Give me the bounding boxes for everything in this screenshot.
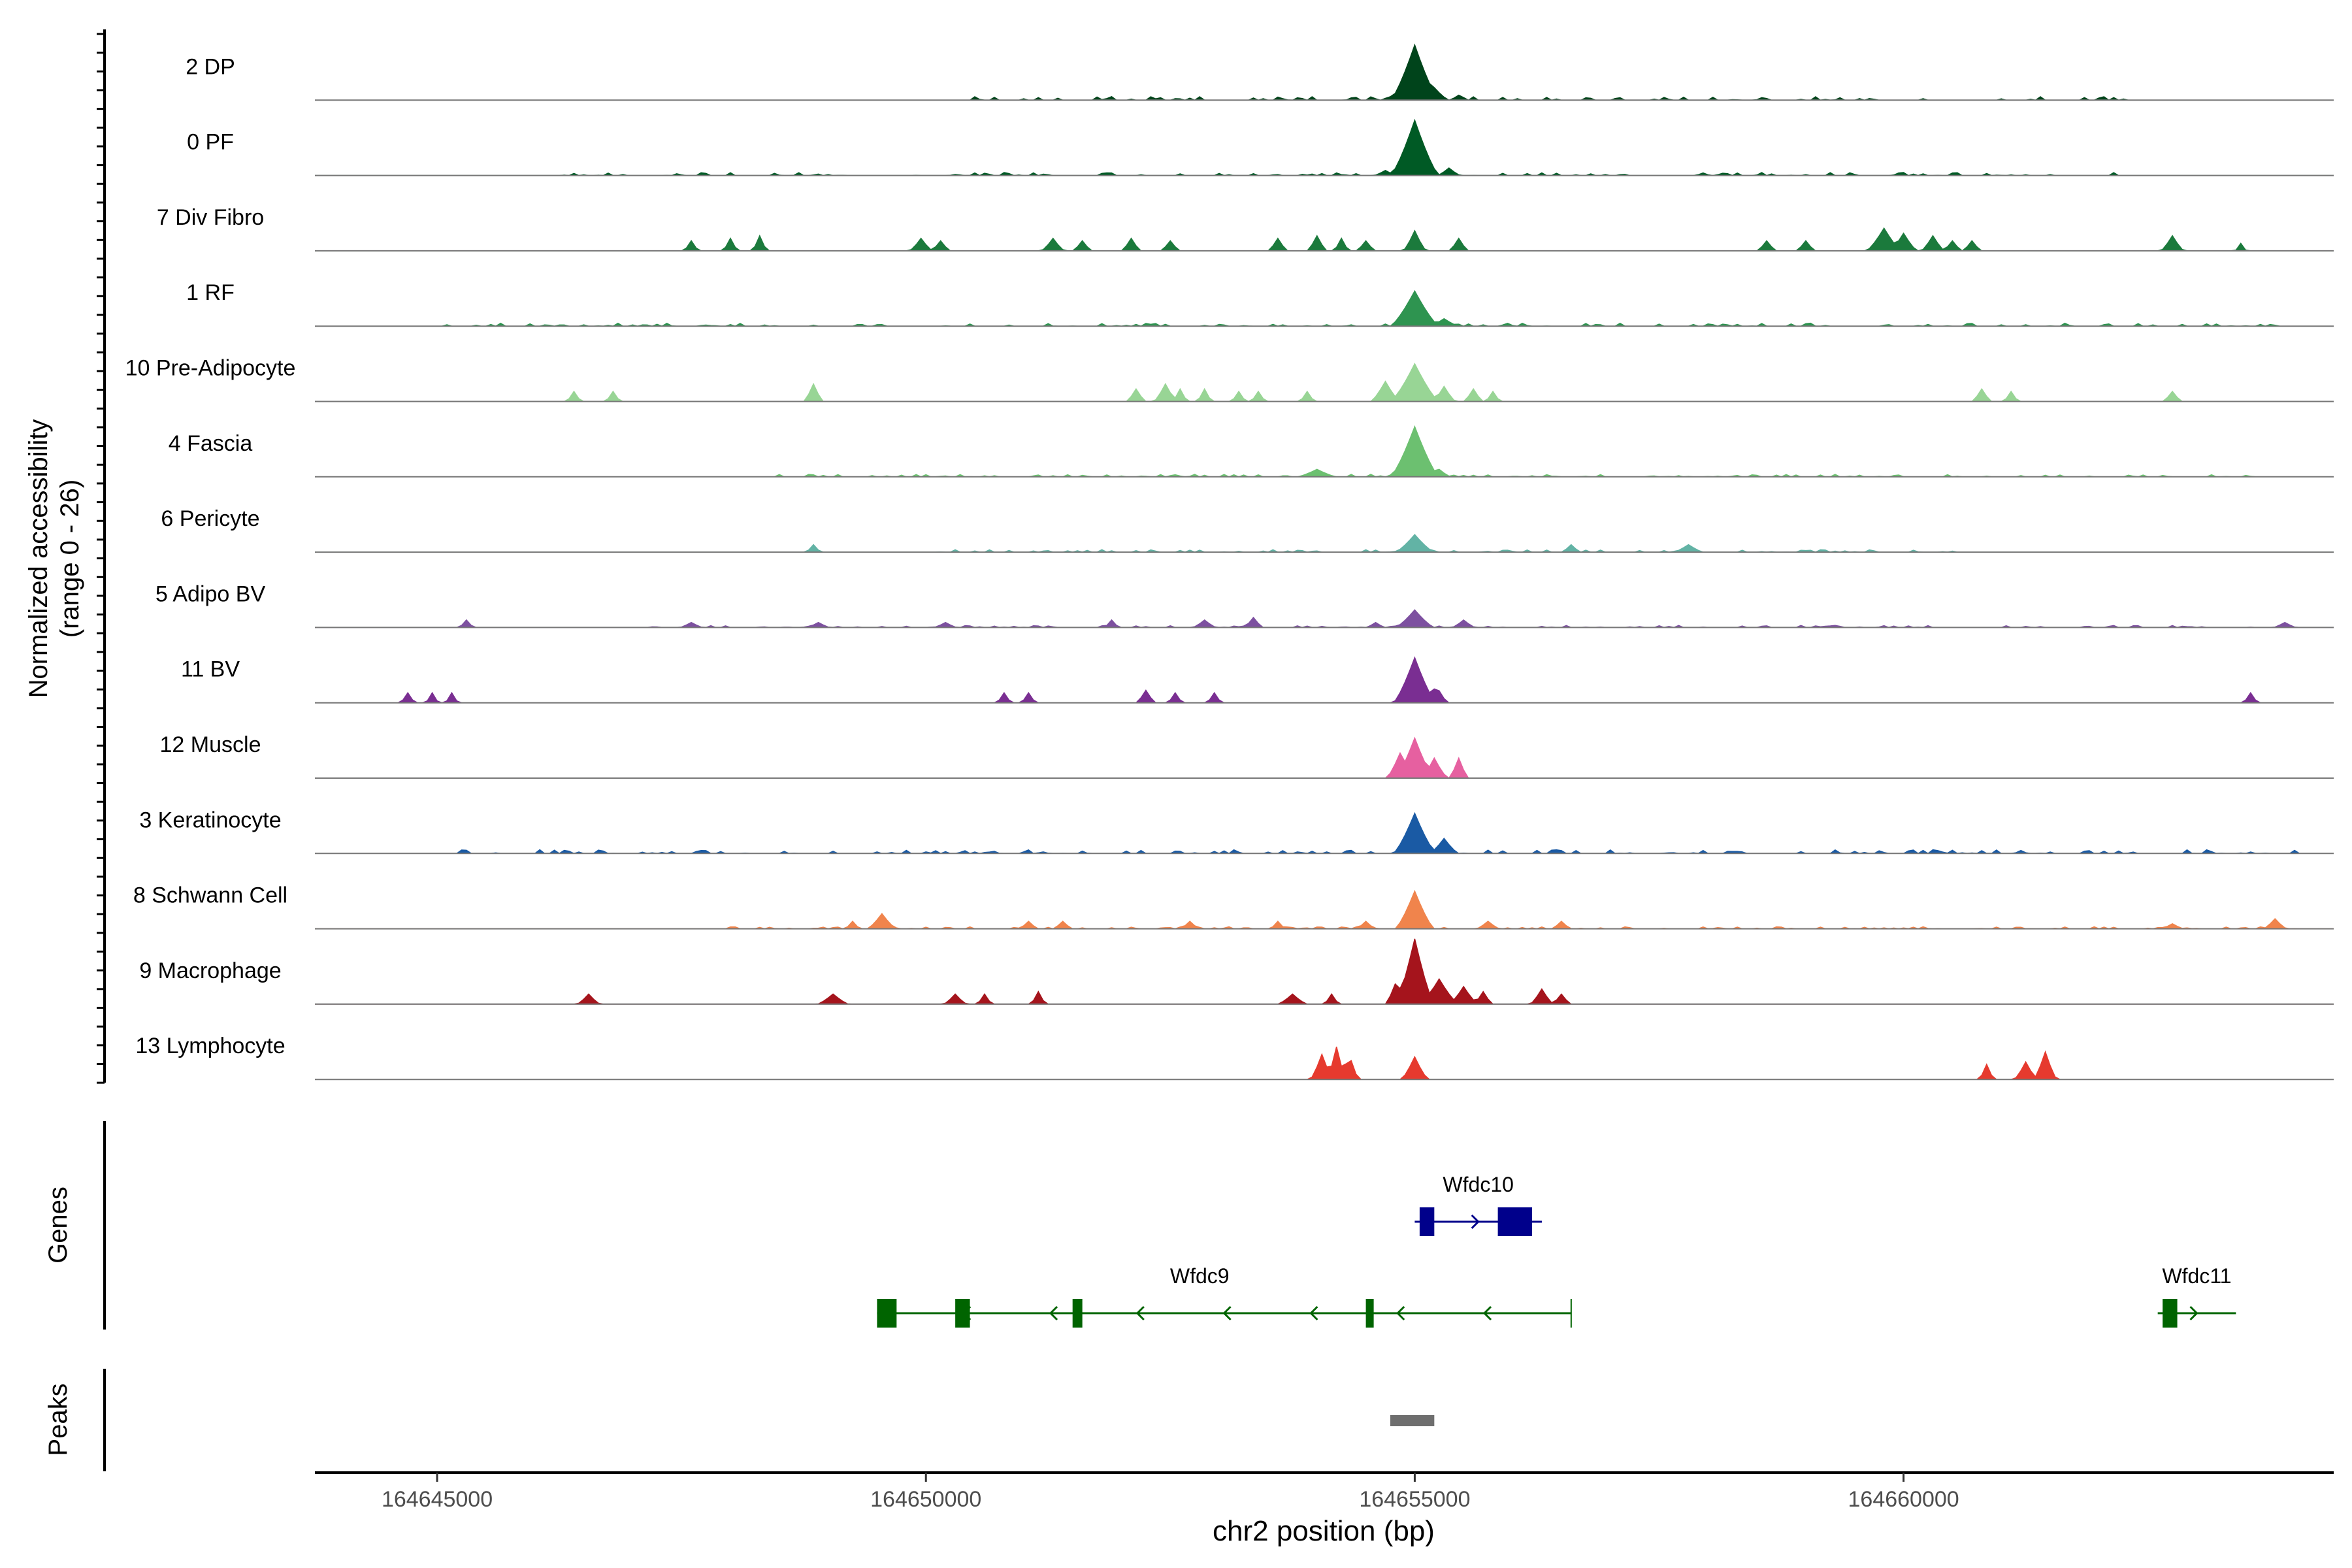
exon (2163, 1299, 2178, 1328)
track-1-rf: 1 RF (186, 280, 2334, 327)
track-label: 2 DP (186, 54, 235, 79)
track-11-bv: 11 BV (181, 656, 2334, 704)
track-label: 6 Pericyte (161, 506, 259, 531)
track-2-dp: 2 DP (186, 43, 2334, 101)
track-label: 11 BV (181, 657, 240, 682)
exon (1497, 1207, 1532, 1236)
coverage-tracks: 2 DP 0 PF 7 Div Fibro 1 RF 10 Pre-Adipocyte 4… (125, 43, 2334, 1081)
strand-arrow (1309, 1305, 1318, 1321)
track-label: 9 Macrophage (139, 958, 281, 983)
y-axis-title: Normalized accessibility (24, 419, 53, 698)
x-tick-label: 164655000 (1359, 1487, 1470, 1512)
x-tick-label: 164660000 (1848, 1487, 1959, 1512)
track-9-macrophage: 9 Macrophage (139, 938, 2334, 1005)
track-label: 12 Muscle (160, 732, 261, 757)
track-0-pf: 0 PF (187, 118, 2334, 176)
strand-arrow (1135, 1305, 1145, 1321)
exon (1365, 1299, 1374, 1328)
track-5-adipo-bv: 5 Adipo BV (155, 581, 2334, 629)
track-label: 0 PF (187, 130, 234, 155)
y-axis (97, 29, 106, 1084)
gene-wfdc9: Wfdc9 (877, 1264, 1572, 1328)
gene-label: Wfdc10 (1443, 1173, 1513, 1196)
track-13-lymphocyte: 13 Lymphocyte (135, 1034, 2334, 1081)
strand-arrow (1049, 1305, 1058, 1321)
track-6-pericyte: 6 Pericyte (161, 506, 2334, 553)
y-axis-subtitle: (range 0 - 26) (56, 480, 84, 638)
track-12-muscle: 12 Muscle (160, 732, 2334, 779)
track-8-schwann-cell: 8 Schwann Cell (133, 883, 2334, 930)
strand-arrow (2189, 1305, 2198, 1321)
strand-arrow (1396, 1305, 1405, 1321)
peak-region (1390, 1415, 1435, 1426)
track-10-pre-adipocyte: 10 Pre-Adipocyte (125, 356, 2334, 402)
exon (1072, 1299, 1083, 1328)
track-label: 5 Adipo BV (155, 581, 266, 606)
track-label: 1 RF (186, 280, 235, 305)
x-axis-title: chr2 position (bp) (1213, 1515, 1435, 1547)
track-7-div-fibro: 7 Div Fibro (157, 205, 2334, 252)
gene-wfdc11: Wfdc11 (2157, 1264, 2236, 1328)
track-label: 13 Lymphocyte (135, 1034, 285, 1058)
exon (1419, 1207, 1435, 1236)
peaks-track (1390, 1415, 1435, 1426)
track-label: 3 Keratinocyte (139, 808, 281, 832)
gene-label: Wfdc11 (2162, 1264, 2231, 1288)
strand-arrow (1471, 1214, 1480, 1230)
track-label: 7 Div Fibro (157, 205, 264, 230)
track-label: 4 Fascia (169, 431, 253, 456)
strand-arrow (1482, 1305, 1492, 1321)
track-label: 8 Schwann Cell (133, 883, 287, 908)
genes-track-label: Genes (44, 1186, 73, 1264)
gene-label: Wfdc9 (1170, 1264, 1230, 1288)
track-3-keratinocyte: 3 Keratinocyte (139, 808, 2334, 855)
exon (955, 1299, 970, 1328)
gene-annotation-track: Wfdc10 Wfdc9 Wfdc11 (877, 1173, 2236, 1328)
track-4-fascia: 4 Fascia (169, 425, 2334, 478)
track-label: 10 Pre-Adipocyte (125, 356, 296, 381)
peaks-track-label: Peaks (44, 1383, 73, 1456)
x-tick-label: 164645000 (382, 1487, 493, 1512)
x-axis: 164645000 164650000 164655000 164660000 (382, 1473, 1959, 1512)
exon (877, 1299, 897, 1328)
gene-wfdc10: Wfdc10 (1414, 1173, 1542, 1236)
x-tick-label: 164650000 (870, 1487, 981, 1512)
strand-arrow (1222, 1305, 1232, 1321)
